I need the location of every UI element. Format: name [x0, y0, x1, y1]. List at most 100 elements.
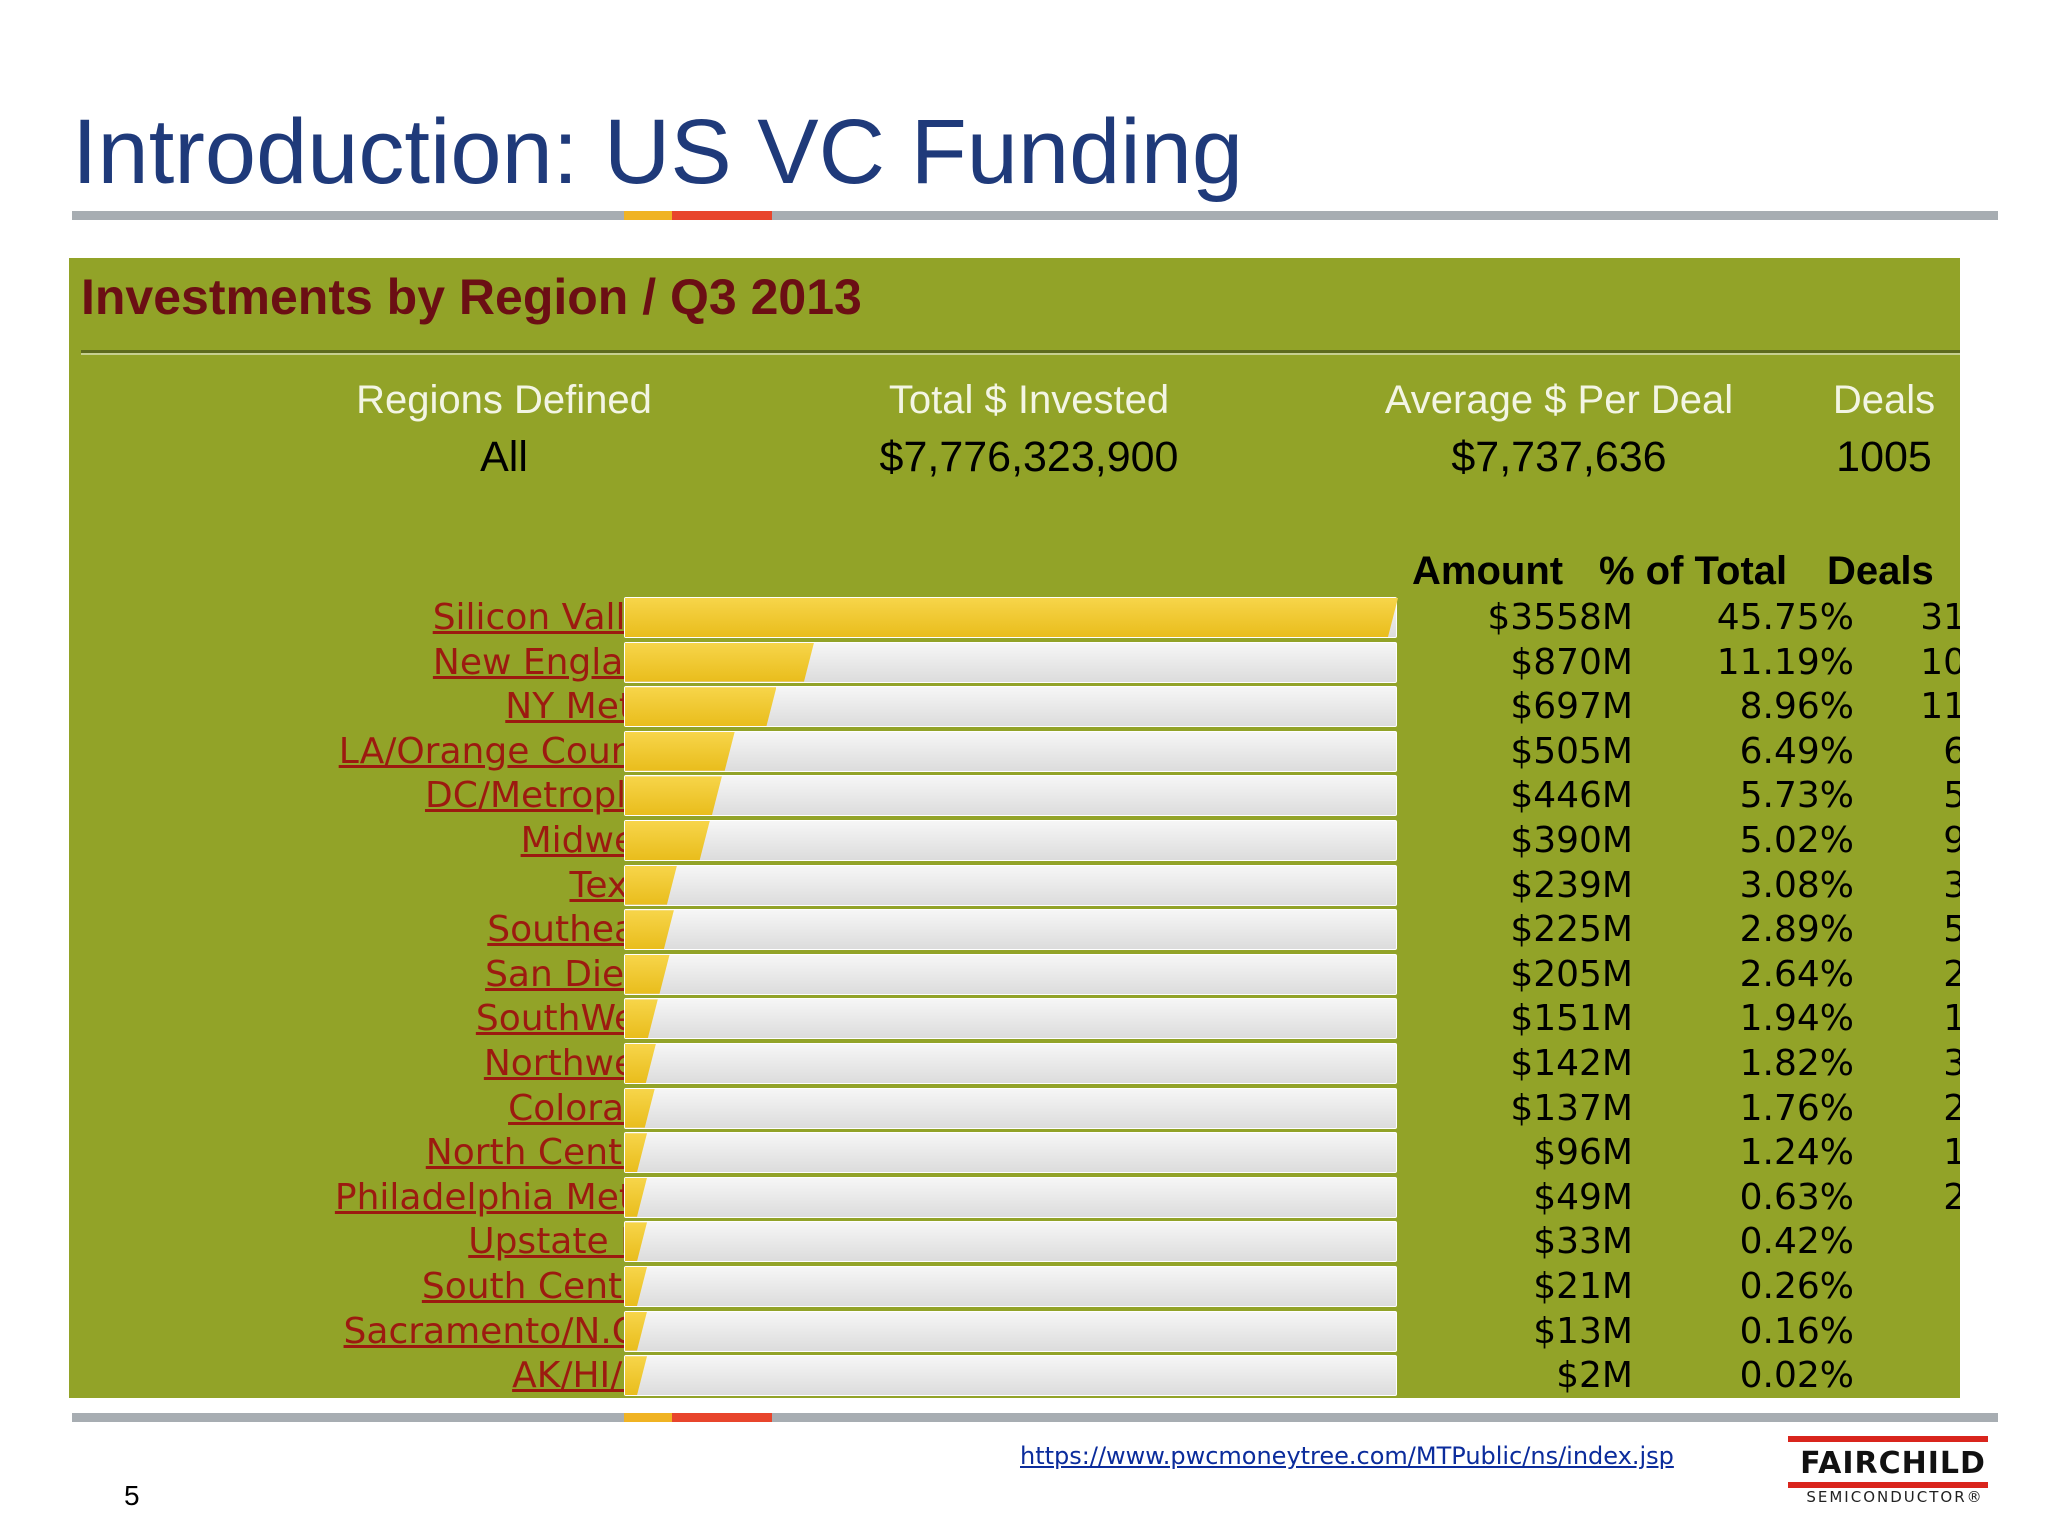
- amount-label: $446M: [1510, 775, 1633, 817]
- bar-track: [624, 641, 1397, 683]
- percent-label: 5.73%: [1739, 775, 1854, 817]
- logo-wordmark: FAIRCHILD: [1800, 1446, 1986, 1481]
- bar-track: [624, 775, 1397, 817]
- deals-label: 9: [1859, 1220, 1960, 1264]
- logo-bar-top: [1788, 1436, 1988, 1442]
- summary-deals-value: 1005: [1836, 433, 1932, 481]
- percent-label: 0.26%: [1739, 1266, 1854, 1307]
- bar-track: [624, 820, 1397, 861]
- percent-label: 1.82%: [1739, 1043, 1854, 1084]
- divider-accent-red: [672, 211, 772, 220]
- region-link[interactable]: Philadelphia Metro: [334, 1176, 669, 1218]
- bar: [625, 955, 670, 994]
- amount-label: $205M: [1510, 953, 1633, 995]
- amount-label: $137M: [1510, 1087, 1633, 1129]
- amount-label: $390M: [1510, 820, 1633, 861]
- footer-divider: [72, 1413, 1998, 1422]
- source-link[interactable]: https://www.pwcmoneytree.com/MTPublic/ns…: [1020, 1442, 1674, 1470]
- bar-track: [624, 864, 1397, 906]
- bar-track: [624, 1132, 1397, 1174]
- bar: [625, 687, 776, 726]
- bar: [625, 1089, 655, 1128]
- percent-label: 0.63%: [1739, 1176, 1854, 1218]
- summary-total: Total $ Invested $7,776,323,900: [814, 378, 1244, 482]
- percent-label: 0.02%: [1739, 1355, 1854, 1397]
- deals-label: 20: [1943, 1087, 1960, 1129]
- bar-track: [624, 597, 1397, 638]
- bar: [625, 1356, 647, 1395]
- deals-label: 312: [1920, 597, 1960, 638]
- footer-accent-red: [672, 1413, 772, 1422]
- amount-label: $151M: [1510, 998, 1633, 1040]
- percent-label: 2.64%: [1739, 953, 1854, 995]
- amount-label: $697M: [1510, 686, 1633, 728]
- bar: [625, 1267, 647, 1306]
- bar-track: [624, 1310, 1397, 1352]
- bar: [625, 643, 814, 682]
- bar-track: [624, 1266, 1397, 1307]
- deals-label: 99: [1943, 820, 1960, 861]
- bar-track: [624, 909, 1397, 951]
- amount-label: $49M: [1533, 1176, 1633, 1218]
- deals-label: 36: [1943, 1043, 1960, 1084]
- region-row: Sacramento/N.Cal $13M 0.16%2: [69, 1310, 1960, 1354]
- bar: [625, 1044, 656, 1083]
- percent-label: 6.49%: [1739, 730, 1854, 772]
- bar: [625, 1178, 647, 1217]
- percent-label: 0.16%: [1739, 1310, 1854, 1352]
- amount-label: $505M: [1510, 730, 1633, 772]
- deals-label: 5: [1859, 1265, 1960, 1309]
- summary-average-label: Average $ Per Deal: [1384, 378, 1734, 422]
- deals-label: 53: [1943, 775, 1960, 817]
- amount-label: $870M: [1510, 641, 1633, 683]
- amount-label: $3558M: [1487, 597, 1633, 638]
- amount-label: $21M: [1533, 1266, 1633, 1307]
- summary-deals: Deals 1005: [1749, 378, 1960, 482]
- summary-total-label: Total $ Invested: [888, 378, 1170, 422]
- percent-label: 1.76%: [1739, 1087, 1854, 1129]
- chart-title: Investments by Region / Q3 2013: [81, 269, 862, 325]
- region-link[interactable]: Sacramento/N.Cal: [343, 1310, 669, 1352]
- column-header-percent: % of Total: [1599, 549, 1788, 593]
- bar: [625, 1312, 647, 1351]
- summary-total-value: $7,776,323,900: [879, 433, 1179, 481]
- summary-average-value: $7,737,636: [1451, 433, 1667, 481]
- deals-label: 109: [1920, 641, 1960, 683]
- logo-bar-bottom: [1788, 1482, 1988, 1488]
- percent-label: 5.02%: [1739, 820, 1854, 861]
- region-row: AK/HI/PR$2M0.02%1: [69, 1354, 1960, 1398]
- deals-label: 60: [1943, 730, 1960, 772]
- summary-average: Average $ Per Deal $7,737,636: [1299, 378, 1819, 482]
- investments-panel: Investments by Region / Q3 2013 Regions …: [69, 258, 1960, 1398]
- page-number: 5: [124, 1480, 140, 1511]
- bar: [625, 910, 674, 949]
- percent-label: 2.89%: [1739, 909, 1854, 951]
- percent-label: 11.19%: [1716, 641, 1854, 683]
- percent-label: 45.75%: [1716, 597, 1854, 638]
- region-link[interactable]: LA/Orange County: [338, 730, 669, 772]
- bar-track: [624, 953, 1397, 995]
- title-divider: [72, 211, 1998, 220]
- bar-track: [624, 1355, 1397, 1397]
- bar: [625, 1133, 647, 1172]
- column-header-deals: Deals: [1827, 549, 1934, 593]
- bar: [625, 821, 710, 860]
- amount-label: $239M: [1510, 864, 1633, 906]
- amount-label: $2M: [1556, 1355, 1633, 1397]
- deals-label: 29: [1943, 1176, 1960, 1218]
- percent-label: 1.24%: [1739, 1132, 1854, 1174]
- amount-label: $225M: [1510, 909, 1633, 951]
- bar-track: [624, 686, 1397, 728]
